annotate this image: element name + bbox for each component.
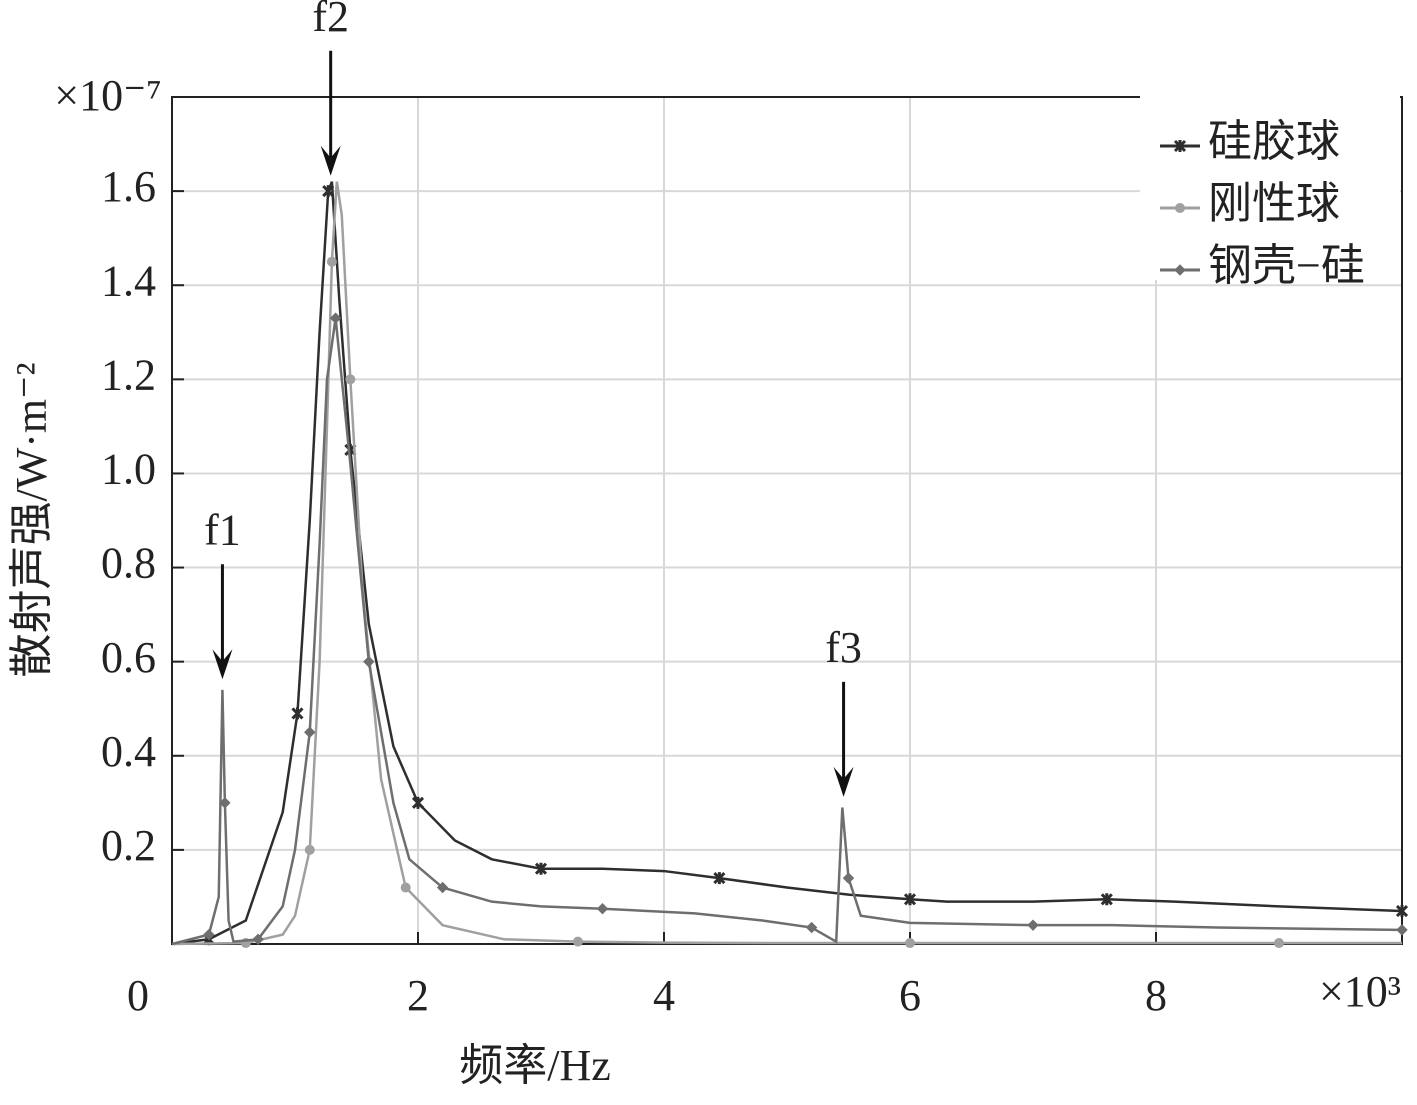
marker	[304, 726, 316, 738]
x-tick-label: 6	[899, 971, 921, 1020]
marker	[326, 256, 337, 267]
x-tick-label: 0	[127, 971, 149, 1020]
legend-box	[1140, 94, 1400, 280]
annotation-arrowhead	[212, 649, 233, 680]
marker	[291, 707, 304, 720]
series-line	[171, 181, 1403, 946]
marker	[219, 797, 231, 809]
marker	[400, 882, 411, 893]
y-axis-label: 散射声强/W·m⁻²	[7, 362, 56, 677]
annotation-arrowhead	[833, 766, 854, 797]
y-tick-label: 0.2	[101, 821, 156, 870]
marker	[1274, 938, 1284, 949]
marker	[905, 938, 915, 949]
x-tick-label: 4	[653, 971, 675, 1020]
y-tick-label: 1.0	[101, 445, 156, 494]
marker	[436, 881, 449, 894]
marker	[596, 903, 609, 915]
legend-label: 硅胶球	[1208, 117, 1340, 166]
marker	[903, 893, 917, 906]
annotation-label: f1	[204, 505, 241, 554]
marker	[363, 655, 375, 668]
y-tick-label: 0.4	[101, 727, 156, 776]
marker	[1395, 905, 1409, 918]
marker	[842, 872, 855, 884]
x-tick-label: 8	[1145, 971, 1167, 1020]
series-line	[171, 181, 1402, 946]
y-tick-label: 1.6	[101, 162, 156, 211]
marker	[252, 933, 264, 946]
marker	[572, 936, 583, 947]
annotation-arrowhead	[320, 145, 341, 176]
y-tick-label: 0.6	[101, 633, 156, 682]
marker	[1174, 264, 1186, 276]
marker	[1100, 893, 1113, 906]
legend-label: 刚性球	[1208, 179, 1340, 228]
marker	[304, 844, 315, 855]
y-tick-label: 1.2	[101, 350, 156, 399]
x-multiplier: ×10³	[1319, 967, 1401, 1016]
annotation-label: f3	[825, 623, 862, 672]
x-axis-label: 频率/Hz	[459, 1041, 611, 1090]
marker	[805, 921, 818, 934]
legend-label: 钢壳−硅	[1208, 241, 1365, 290]
y-tick-label: 1.4	[101, 256, 156, 305]
marker	[203, 928, 215, 941]
marker	[1396, 924, 1408, 936]
marker	[534, 862, 548, 875]
marker	[411, 796, 425, 809]
marker	[1175, 203, 1185, 213]
marker	[329, 312, 342, 324]
marker	[345, 374, 356, 385]
marker	[1027, 919, 1039, 931]
marker	[322, 185, 335, 198]
marker	[713, 872, 726, 885]
y-tick-label: 0.8	[101, 539, 156, 588]
series-line	[171, 317, 1403, 946]
y-multiplier: ×10⁻⁷	[54, 71, 161, 120]
annotation-label: f2	[312, 0, 349, 41]
marker	[1173, 139, 1187, 153]
x-tick-label: 2	[407, 971, 429, 1020]
